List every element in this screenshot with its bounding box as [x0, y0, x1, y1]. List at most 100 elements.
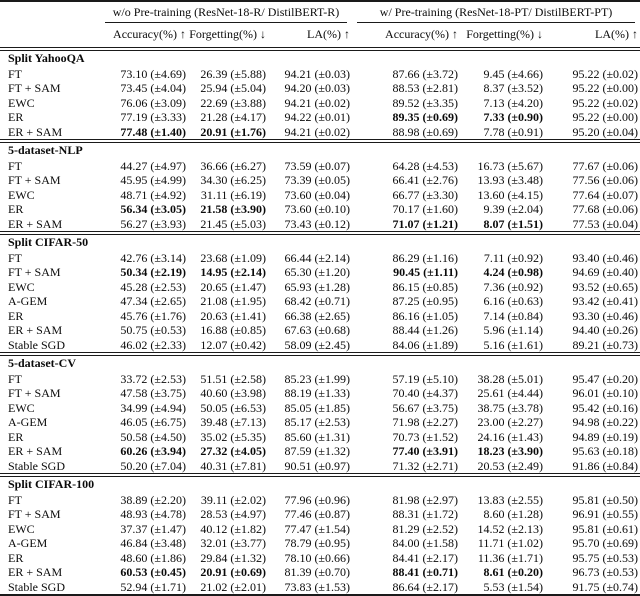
cell-value: 81.29 (±2.52)	[392, 521, 459, 536]
cell-value: 94.21 (±0.03)	[284, 66, 351, 81]
cell-value: 13.93 (±3.48)	[477, 173, 544, 187]
col-header-accuracy-w: Accuracy(%) ↑	[385, 26, 459, 41]
col-header-la-wo: LA(%) ↑	[307, 26, 351, 41]
group-header-row: w/o Pre-training (ResNet-18-R/ DistilBER…	[0, 1, 640, 23]
table-row: ER + SAM 60.53 (±0.45) 20.91 (±0.69) 81.39 …	[0, 565, 640, 580]
cell-value: 91.86 (±0.84)	[572, 458, 639, 473]
cell-value: 95.22 (±0.02)	[572, 95, 639, 110]
cell-value: 52.94 (±1.71)	[120, 579, 186, 594]
cell-value: 36.66 (±6.27)	[200, 158, 266, 173]
cell-value: 50.58 (±4.50)	[120, 429, 186, 444]
method-label: FT + SAM	[8, 386, 61, 400]
cell-value: 34.30 (±6.25)	[200, 173, 266, 187]
cell-value: 85.05 (±1.85)	[284, 400, 351, 415]
cell-value: 50.34 (±2.19)	[120, 265, 186, 279]
cell-value: 24.16 (±1.43)	[477, 429, 544, 444]
cell-value: 73.83 (±1.53)	[284, 579, 351, 594]
section-title: 5-dataset-CV	[8, 356, 76, 370]
method-label: ER	[8, 550, 24, 565]
method-label: ER	[8, 429, 24, 444]
cell-value: 20.53 (±2.49)	[477, 458, 544, 473]
cell-value: 65.93 (±1.28)	[284, 279, 351, 294]
table-row: ER + SAM 56.27 (±3.93) 21.45 (±5.03) 73.43 …	[0, 217, 640, 234]
cell-value: 77.64 (±0.07)	[572, 187, 639, 202]
cell-value: 34.99 (±4.94)	[120, 400, 186, 415]
cell-value: 14.95 (±2.14)	[200, 265, 266, 279]
method-label: FT	[8, 492, 23, 507]
cell-value: 45.28 (±2.53)	[120, 279, 186, 294]
cell-value: 84.41 (±2.17)	[392, 550, 459, 565]
cell-value: 73.43 (±0.12)	[284, 216, 351, 231]
table-row: ER + SAM 50.75 (±0.53) 16.88 (±0.85) 67.63 …	[0, 323, 640, 338]
cell-value: 40.12 (±1.82)	[200, 521, 266, 536]
cell-value: 46.05 (±6.75)	[120, 415, 186, 429]
table-row: FT 44.27 (±4.97) 36.66 (±6.27) 73.59 (±0.07…	[0, 159, 640, 174]
cell-value: 39.11 (±2.02)	[200, 492, 266, 507]
cell-value: 57.19 (±5.10)	[392, 371, 459, 386]
cell-value: 7.13 (±4.20)	[483, 95, 544, 110]
table-row: Stable SGD 52.94 (±1.71) 21.02 (±2.01) 73.8…	[0, 580, 640, 596]
cell-value: 96.73 (±0.53)	[572, 565, 639, 579]
table-row: ER 56.34 (±3.05) 21.58 (±3.90) 73.60 (±0.10…	[0, 202, 640, 217]
cell-value: 12.07 (±0.42)	[200, 337, 266, 352]
cell-value: 37.37 (±1.47)	[120, 521, 186, 536]
cell-value: 76.06 (±3.09)	[120, 95, 186, 110]
cell-value: 86.29 (±1.16)	[392, 250, 459, 265]
cell-value: 94.21 (±0.02)	[284, 95, 351, 110]
cell-value: 11.36 (±1.71)	[477, 550, 544, 565]
cell-value: 78.10 (±0.66)	[284, 550, 351, 565]
cell-value: 71.07 (±1.21)	[392, 216, 459, 231]
cell-value: 38.28 (±5.01)	[477, 371, 544, 386]
cell-value: 85.60 (±1.31)	[284, 429, 351, 444]
cell-value: 5.53 (±1.54)	[483, 579, 544, 594]
cell-value: 42.76 (±3.14)	[120, 250, 186, 265]
cell-value: 21.45 (±5.03)	[200, 216, 266, 231]
cell-value: 25.94 (±5.04)	[200, 81, 266, 95]
cell-value: 60.53 (±0.45)	[120, 565, 186, 579]
cell-value: 77.56 (±0.06)	[572, 173, 639, 187]
table-row: EWC 48.71 (±4.92) 31.11 (±6.19) 73.60 (±0.0…	[0, 188, 640, 203]
cell-value: 27.32 (±4.05)	[200, 444, 266, 458]
method-label: ER + SAM	[8, 323, 63, 337]
method-label: FT	[8, 158, 23, 173]
cell-value: 18.23 (±3.90)	[477, 444, 544, 458]
column-header-row: Accuracy(%) ↑ Forgetting(%) ↓ LA(%) ↑ Ac…	[0, 23, 640, 49]
table-row: FT + SAM 48.93 (±4.78) 28.53 (±4.97) 77.46 …	[0, 507, 640, 522]
cell-value: 73.39 (±0.05)	[284, 173, 351, 187]
cell-value: 66.44 (±2.14)	[284, 250, 351, 265]
cell-value: 66.77 (±3.30)	[392, 187, 459, 202]
cell-value: 58.09 (±2.45)	[284, 337, 351, 352]
table-row: FT + SAM 50.34 (±2.19) 14.95 (±2.14) 65.30 …	[0, 265, 640, 280]
cell-value: 94.89 (±0.19)	[572, 429, 639, 444]
method-label: Stable SGD	[8, 579, 65, 594]
table-row: EWC 34.99 (±4.94) 50.05 (±6.53) 85.05 (±1.8…	[0, 401, 640, 416]
method-label: FT + SAM	[8, 265, 61, 279]
cell-value: 32.01 (±3.77)	[200, 536, 266, 550]
cell-value: 6.16 (±0.63)	[483, 294, 544, 308]
table-row: FT 73.10 (±4.69) 26.39 (±5.88) 94.21 (±0.03…	[0, 67, 640, 82]
group-header-label: w/ Pre-training (ResNet-18-PT/ DistilBER…	[357, 4, 636, 23]
table-row: ER + SAM 60.26 (±3.94) 27.32 (±4.05) 87.59 …	[0, 444, 640, 459]
method-label: EWC	[8, 95, 35, 110]
table-row: ER 50.58 (±4.50) 35.02 (±5.35) 85.60 (±1.31…	[0, 430, 640, 445]
cell-value: 70.73 (±1.52)	[392, 429, 459, 444]
section-header-row: 5-dataset-NLP	[0, 141, 640, 159]
cell-value: 7.36 (±0.92)	[483, 279, 544, 294]
cell-value: 22.69 (±3.88)	[200, 95, 266, 110]
cell-value: 25.61 (±4.44)	[477, 386, 544, 400]
cell-value: 64.28 (±4.53)	[392, 158, 459, 173]
cell-value: 71.98 (±2.27)	[392, 415, 459, 429]
cell-value: 73.59 (±0.07)	[284, 158, 351, 173]
method-label: EWC	[8, 279, 35, 294]
cell-value: 68.42 (±0.71)	[284, 294, 351, 308]
col-header-forgetting-w: Forgetting(%) ↓	[466, 26, 544, 41]
cell-value: 88.19 (±1.33)	[284, 386, 351, 400]
method-label: ER	[8, 110, 24, 124]
cell-value: 26.39 (±5.88)	[200, 66, 266, 81]
table-row: EWC 45.28 (±2.53) 20.65 (±1.47) 65.93 (±1.2…	[0, 280, 640, 295]
cell-value: 44.27 (±4.97)	[120, 158, 186, 173]
cell-value: 71.32 (±2.71)	[392, 458, 459, 473]
section-title: Split CIFAR-50	[8, 235, 89, 249]
cell-value: 95.63 (±0.18)	[572, 444, 639, 458]
cell-value: 78.79 (±0.95)	[284, 536, 351, 550]
